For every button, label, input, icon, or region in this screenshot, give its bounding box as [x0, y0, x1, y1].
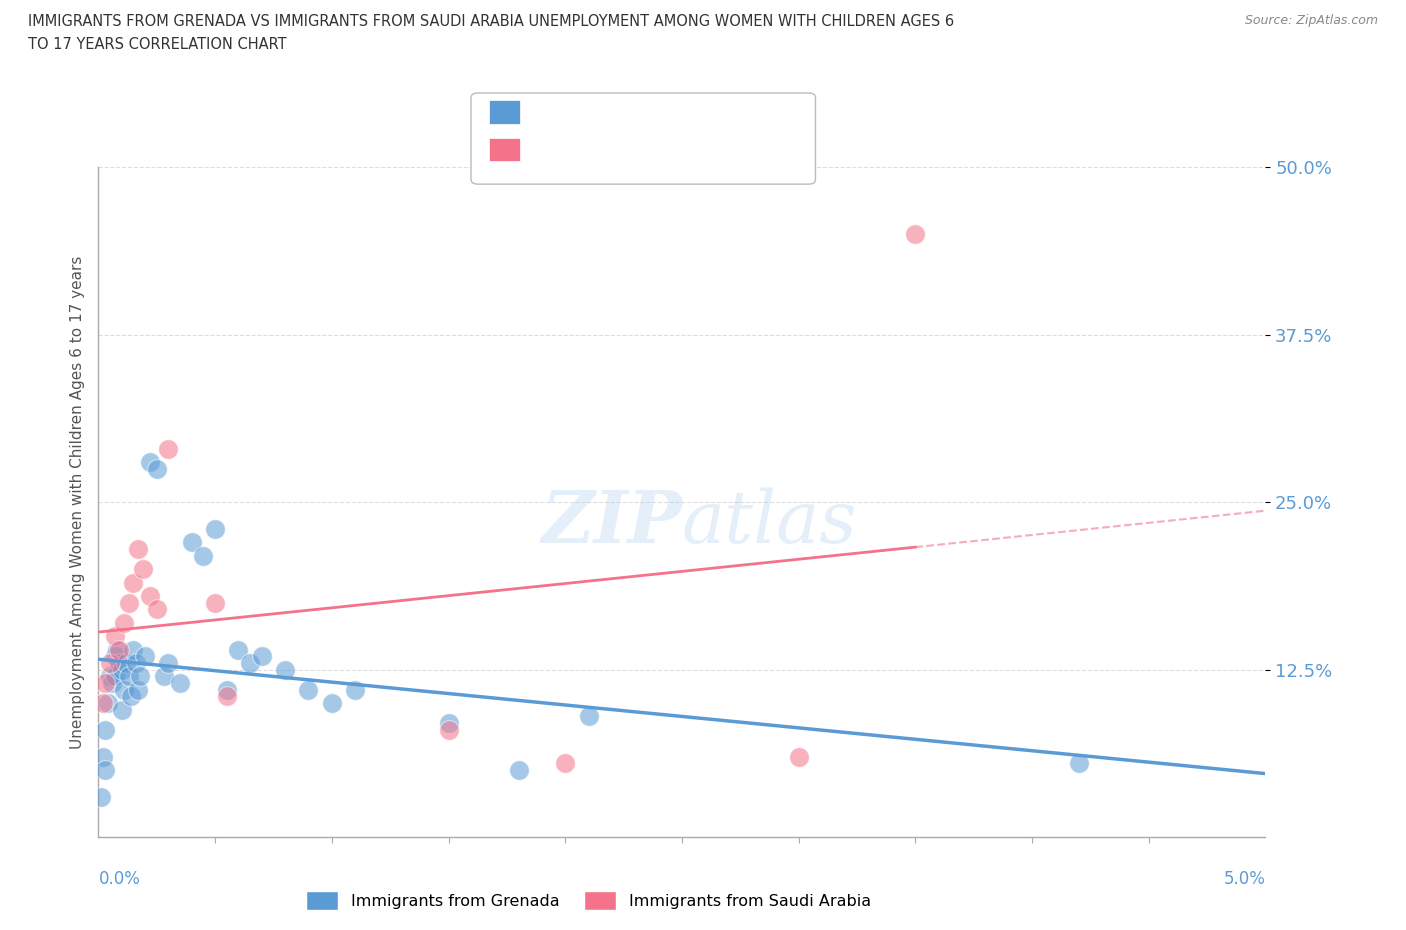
- Y-axis label: Unemployment Among Women with Children Ages 6 to 17 years: Unemployment Among Women with Children A…: [69, 256, 84, 749]
- Point: [91, 696, 114, 711]
- Point: [152, 669, 174, 684]
- Point: [94, 675, 117, 690]
- Point: [108, 642, 131, 657]
- Text: IMMIGRANTS FROM GRENADA VS IMMIGRANTS FROM SAUDI ARABIA UNEMPLOYMENT AMONG WOMEN: IMMIGRANTS FROM GRENADA VS IMMIGRANTS FR…: [28, 14, 955, 29]
- Point: [91, 750, 114, 764]
- Text: ZIP: ZIP: [541, 486, 682, 558]
- Point: [104, 649, 127, 664]
- Point: [157, 441, 180, 456]
- Point: [578, 709, 600, 724]
- Point: [554, 756, 576, 771]
- Point: [105, 642, 128, 657]
- Point: [97, 696, 120, 711]
- Point: [112, 683, 135, 698]
- Point: [204, 595, 226, 610]
- Point: [904, 227, 927, 242]
- Point: [437, 716, 460, 731]
- Point: [228, 642, 250, 657]
- Point: [122, 575, 145, 590]
- Point: [108, 656, 131, 671]
- Point: [94, 763, 117, 777]
- Point: [139, 455, 162, 470]
- Point: [104, 669, 127, 684]
- Point: [120, 689, 142, 704]
- Point: [204, 522, 226, 537]
- Point: [146, 461, 169, 476]
- Point: [134, 649, 156, 664]
- Point: [146, 602, 169, 617]
- Point: [508, 763, 530, 777]
- Point: [1067, 756, 1090, 771]
- Text: R =  0.356   N = 19: R = 0.356 N = 19: [531, 141, 714, 157]
- Point: [215, 689, 238, 704]
- Text: R = -0.107   N = 42: R = -0.107 N = 42: [531, 104, 714, 120]
- Point: [111, 662, 134, 677]
- Point: [169, 675, 191, 690]
- Point: [787, 750, 810, 764]
- Point: [250, 649, 273, 664]
- Point: [127, 541, 149, 556]
- Point: [193, 549, 215, 564]
- Point: [125, 656, 148, 671]
- Point: [98, 669, 121, 684]
- Point: [118, 669, 141, 684]
- Text: atlas: atlas: [682, 487, 858, 558]
- Point: [98, 656, 121, 671]
- Point: [127, 683, 149, 698]
- Point: [104, 629, 127, 644]
- Point: [344, 683, 367, 698]
- Point: [129, 669, 152, 684]
- Point: [111, 702, 134, 717]
- Point: [157, 656, 180, 671]
- Point: [297, 683, 319, 698]
- Point: [139, 589, 162, 604]
- Text: 5.0%: 5.0%: [1223, 870, 1265, 887]
- Text: TO 17 YEARS CORRELATION CHART: TO 17 YEARS CORRELATION CHART: [28, 37, 287, 52]
- Point: [118, 595, 141, 610]
- Point: [437, 723, 460, 737]
- Point: [180, 535, 202, 550]
- Text: Source: ZipAtlas.com: Source: ZipAtlas.com: [1244, 14, 1378, 27]
- Point: [115, 656, 138, 671]
- Point: [274, 662, 297, 677]
- Point: [215, 683, 238, 698]
- Point: [321, 696, 343, 711]
- Point: [132, 562, 155, 577]
- Legend: Immigrants from Grenada, Immigrants from Saudi Arabia: Immigrants from Grenada, Immigrants from…: [299, 884, 877, 916]
- Point: [122, 642, 145, 657]
- Point: [239, 656, 262, 671]
- Point: [94, 723, 117, 737]
- Text: 0.0%: 0.0%: [98, 870, 141, 887]
- Point: [90, 790, 112, 804]
- Point: [101, 675, 124, 690]
- Point: [112, 616, 135, 631]
